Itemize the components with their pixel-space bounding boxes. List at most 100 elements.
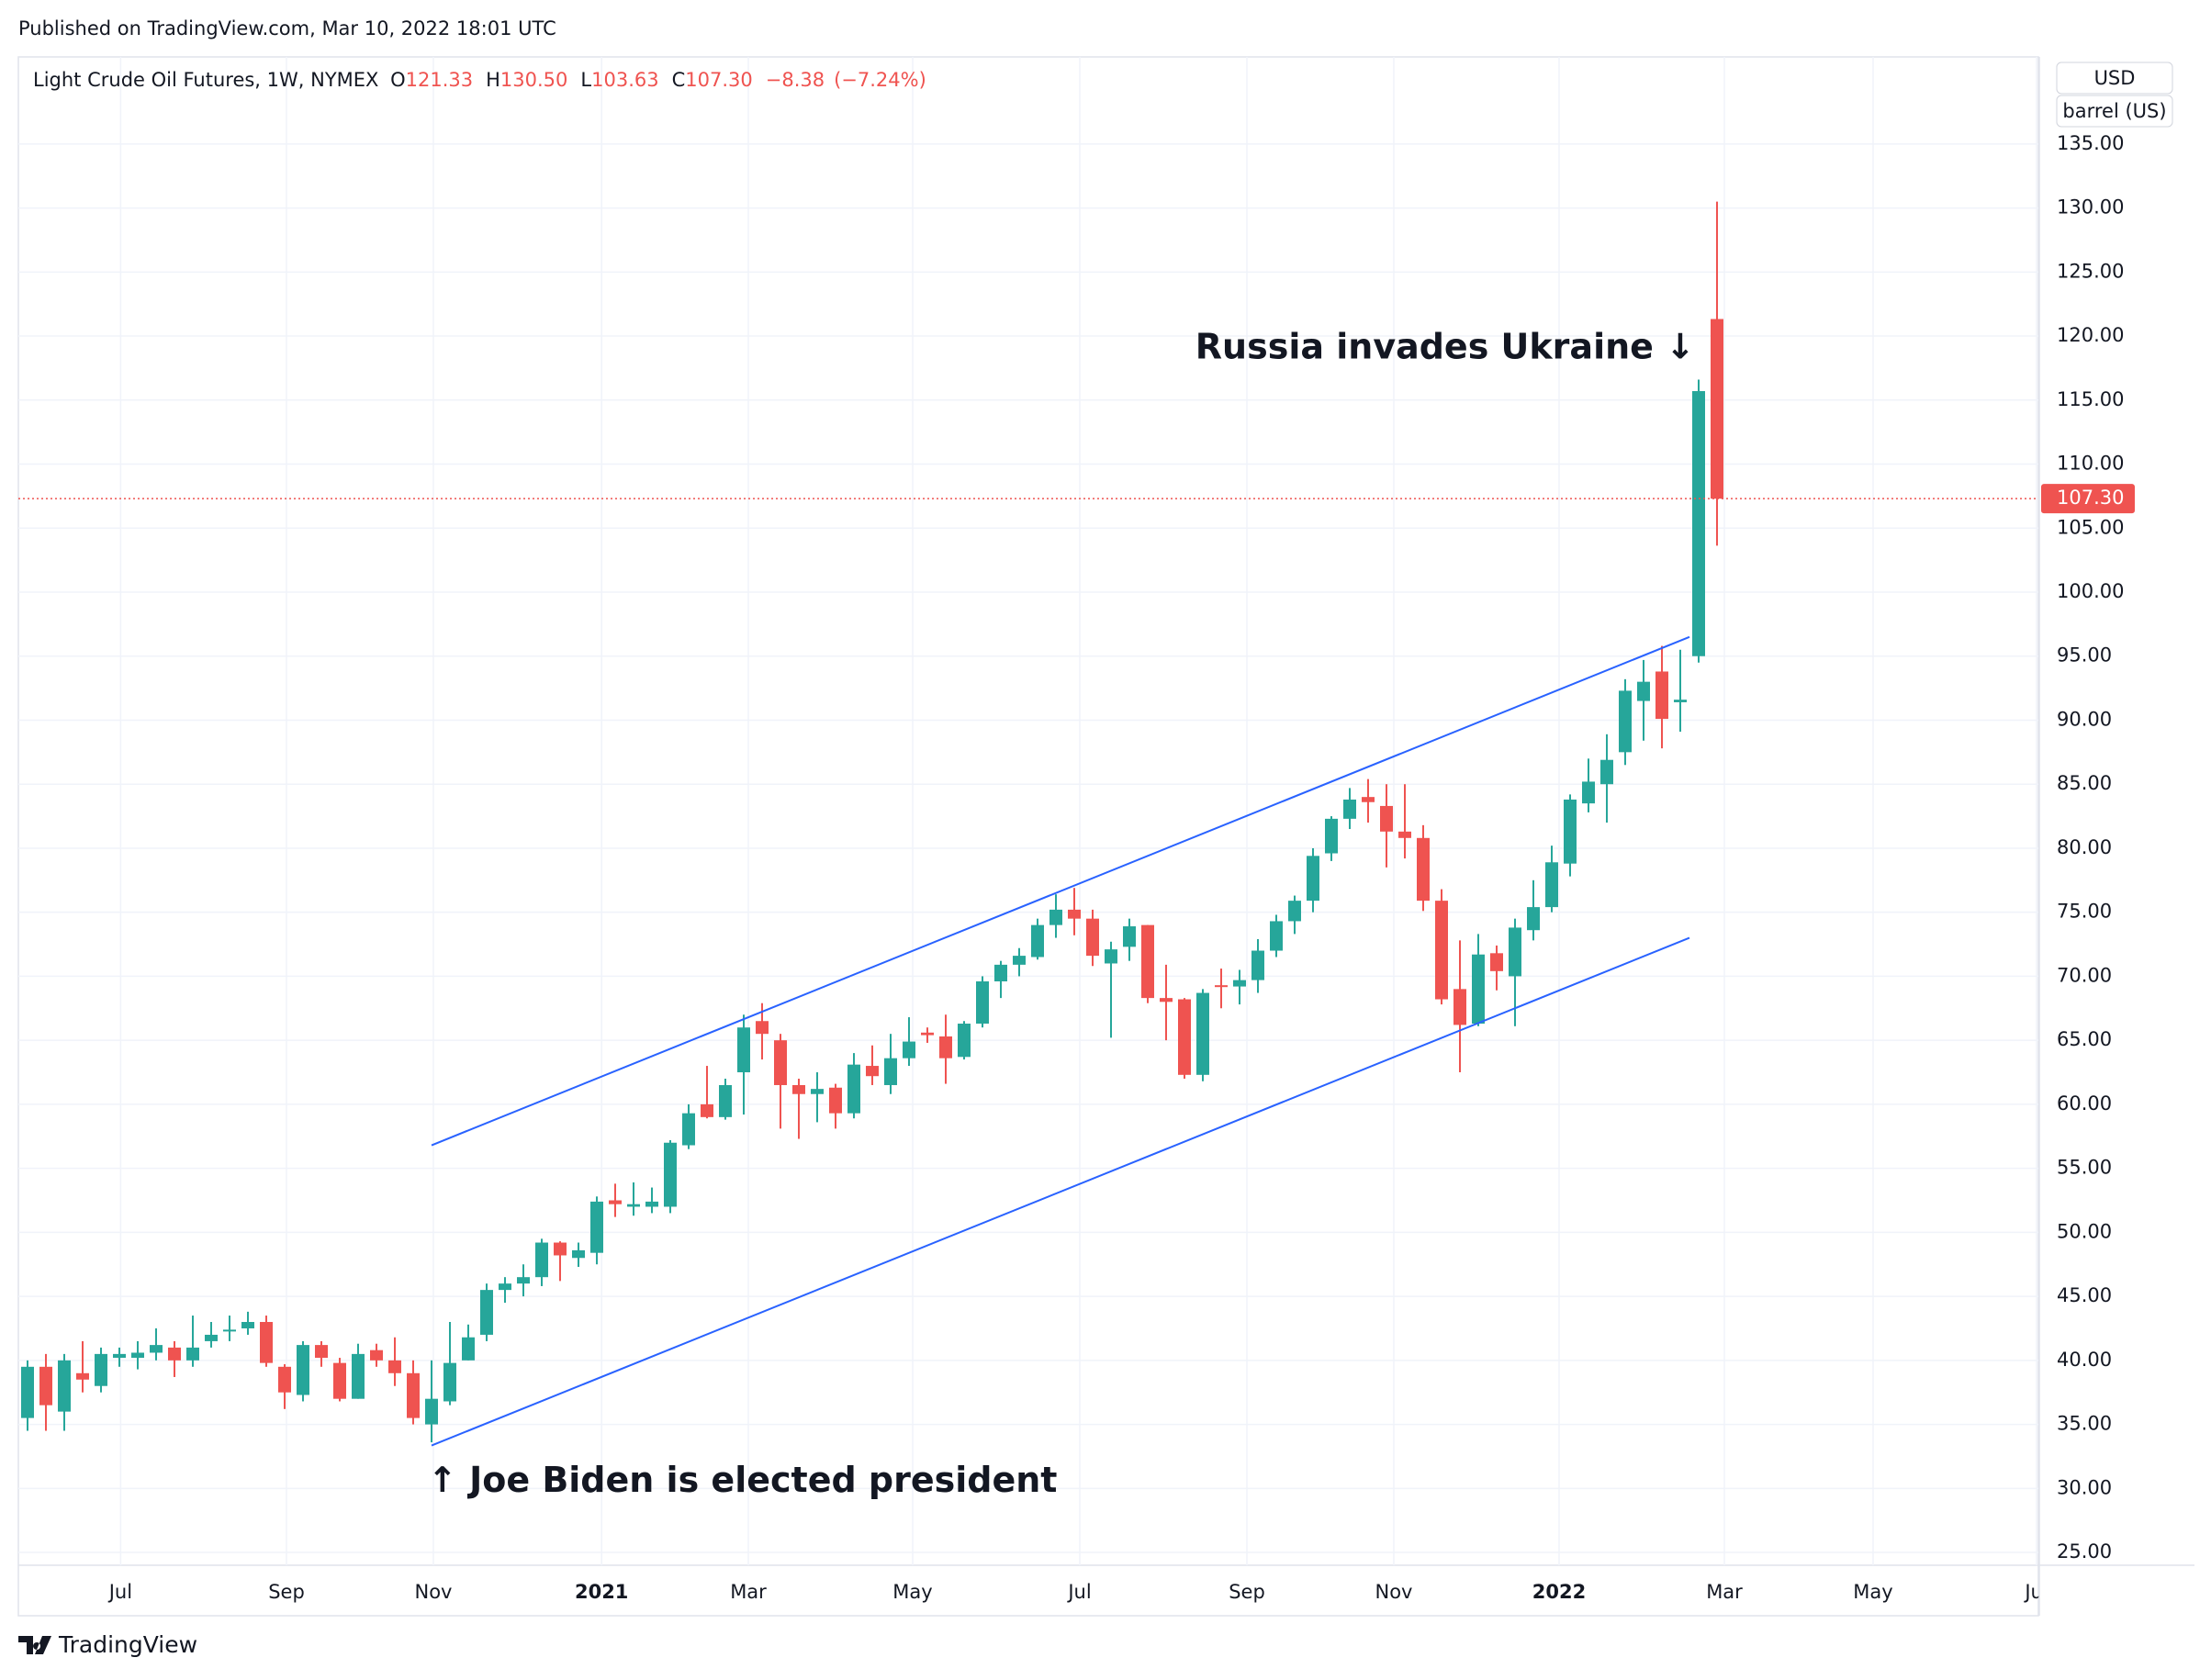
candle-body: [994, 964, 1007, 981]
candle-body: [1527, 907, 1540, 931]
x-tick-label: 2022: [1532, 1581, 1586, 1603]
candle-body: [1068, 909, 1081, 919]
candle-body: [1417, 837, 1430, 902]
candle-body: [1362, 797, 1375, 802]
candle-body: [315, 1345, 328, 1359]
candle-body: [278, 1366, 291, 1393]
candle-body: [517, 1277, 530, 1284]
candle-body: [1564, 799, 1577, 864]
candle-body: [1637, 681, 1650, 701]
plot-frame: [17, 56, 2039, 1617]
candle-body: [1509, 927, 1521, 977]
change: −8.38: [766, 69, 825, 91]
open-letter: O: [390, 69, 406, 91]
candle-body: [407, 1372, 420, 1418]
y-tick-label: 115.00: [2057, 388, 2124, 410]
candle-body: [719, 1084, 732, 1117]
candle-body: [76, 1372, 89, 1380]
marks: Russia invades Ukraine ↓ ↑ Joe Biden is e…: [18, 201, 2038, 1500]
y-tick-label: 75.00: [2057, 901, 2112, 923]
candle-body: [535, 1242, 548, 1278]
y-tick-label: 125.00: [2057, 260, 2124, 282]
candle-body: [792, 1084, 805, 1094]
legend-header: Light Crude Oil Futures, 1W, NYMEX O121.3…: [33, 69, 926, 91]
candle-body: [480, 1290, 493, 1335]
candle-body: [333, 1362, 346, 1399]
candle-body: [241, 1322, 254, 1328]
x-tick-label: Sep: [1229, 1581, 1265, 1603]
candle-body: [1196, 992, 1209, 1075]
candle-body: [1141, 924, 1154, 999]
candle-body: [1031, 924, 1044, 958]
candle-body: [352, 1353, 365, 1399]
annotation: Russia invades Ukraine ↓: [1195, 327, 1695, 367]
close-letter: C: [672, 69, 686, 91]
y-tick-label: 65.00: [2057, 1028, 2112, 1050]
candle-body: [1380, 805, 1393, 832]
candle-body: [1160, 998, 1173, 1002]
y-tick-label: 25.00: [2057, 1540, 2112, 1562]
candle-body: [1307, 856, 1319, 902]
y-tick-label: 110.00: [2057, 453, 2124, 475]
y-tick-label: 50.00: [2057, 1220, 2112, 1242]
published-note: Published on TradingView.com, Mar 10, 20…: [18, 17, 556, 39]
candle-body: [1674, 700, 1687, 702]
trend-line: [431, 635, 1690, 1147]
candle-body: [903, 1041, 915, 1058]
candle-body: [609, 1200, 622, 1204]
last-price-label: 107.30: [2057, 487, 2124, 509]
y-tick-label: 90.00: [2057, 708, 2112, 730]
candle-body: [572, 1249, 585, 1259]
candle-body: [554, 1242, 567, 1256]
candle-body: [829, 1087, 842, 1114]
annotation: ↑ Joe Biden is elected president: [428, 1460, 1057, 1500]
candle-body: [1490, 953, 1503, 971]
candle-body: [21, 1366, 34, 1418]
y-tick-label: 120.00: [2057, 324, 2124, 346]
trend-line: [431, 936, 1690, 1447]
candle-body: [95, 1353, 107, 1386]
grid: [18, 57, 2038, 1565]
y-tick-label: 60.00: [2057, 1092, 2112, 1114]
candle-body: [131, 1352, 144, 1359]
x-tick-label: May: [892, 1581, 932, 1603]
candle-body: [1545, 862, 1558, 908]
candle-body: [590, 1201, 603, 1253]
open-value: 121.33: [406, 69, 473, 91]
candle-body: [1288, 901, 1301, 922]
symbol: Light Crude Oil Futures, 1W, NYMEX: [33, 69, 378, 91]
x-tick-label: Sep: [268, 1581, 305, 1603]
candle-body: [1325, 818, 1338, 854]
candle-body: [1398, 831, 1411, 838]
candle-body: [958, 1024, 971, 1058]
currency-box: [2056, 62, 2173, 95]
candle-body: [664, 1142, 677, 1207]
currency: USD: [2094, 67, 2136, 89]
candle-body: [756, 1021, 769, 1035]
candle-body: [1655, 671, 1668, 720]
change-pct: (−7.24%): [834, 69, 926, 91]
x-tick-label: Mar: [1706, 1581, 1743, 1603]
candle-body: [1711, 319, 1723, 499]
candle-body: [425, 1398, 438, 1425]
footer-brand: TradingView: [58, 1631, 197, 1658]
y-tick-label: 105.00: [2057, 516, 2124, 538]
last-price-tag: [2041, 484, 2135, 514]
candle-body: [1233, 980, 1246, 987]
candle-body: [205, 1334, 218, 1341]
y-tick-label: 130.00: [2057, 196, 2124, 218]
high-letter: H: [486, 69, 500, 91]
y-tick-label: 80.00: [2057, 836, 2112, 858]
candle-body: [297, 1345, 309, 1395]
candle-body: [1270, 921, 1283, 951]
candle-body: [701, 1103, 713, 1117]
candle-body: [1123, 926, 1136, 947]
candle-body: [884, 1058, 897, 1085]
candle-body: [1343, 799, 1356, 819]
candle-body: [1013, 956, 1026, 965]
candle-body: [388, 1360, 401, 1373]
candle-body: [1472, 954, 1485, 1025]
y-tick-label: 30.00: [2057, 1476, 2112, 1498]
candle-body: [811, 1089, 824, 1094]
candle-body: [150, 1345, 163, 1353]
